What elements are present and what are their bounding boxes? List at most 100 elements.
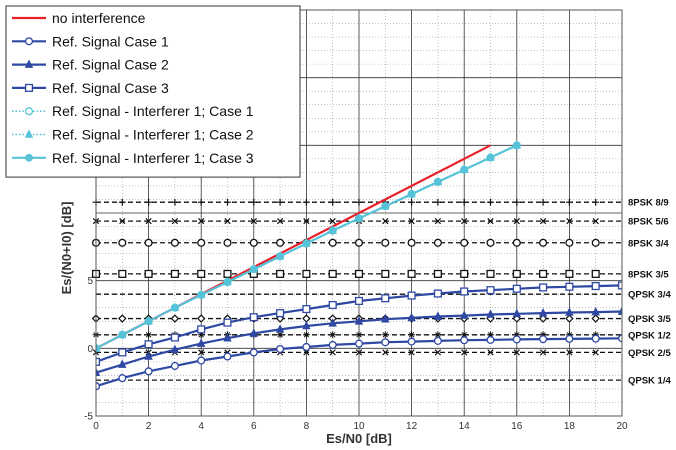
legend-item: Ref. Signal Case 3 — [12, 80, 169, 96]
threshold-marker — [197, 269, 206, 278]
y-tick-label: 0 — [87, 344, 93, 355]
threshold-marker — [303, 217, 310, 225]
data-point — [407, 291, 416, 300]
threshold-marker — [487, 217, 494, 225]
threshold-marker — [198, 217, 205, 225]
threshold-marker — [328, 238, 337, 247]
threshold-marker — [223, 238, 232, 247]
data-point — [118, 374, 127, 383]
threshold-marker — [329, 198, 337, 206]
threshold-marker — [145, 198, 152, 206]
threshold-marker — [460, 238, 469, 247]
threshold-marker — [565, 238, 574, 247]
x-axis-label: Es/N0 [dB] — [326, 431, 392, 446]
data-point — [565, 307, 574, 316]
threshold-marker — [381, 331, 389, 339]
legend-label: Ref. Signal Case 1 — [52, 33, 169, 49]
threshold-marker — [407, 238, 416, 247]
data-point — [354, 339, 364, 348]
data-point — [407, 312, 416, 322]
threshold-marker — [486, 269, 495, 278]
threshold-marker — [329, 217, 336, 225]
data-point — [302, 305, 311, 314]
data-point — [328, 300, 337, 310]
threshold-marker — [592, 349, 599, 356]
threshold-marker — [434, 198, 442, 206]
threshold-marker — [460, 269, 469, 278]
threshold-marker — [539, 217, 547, 225]
threshold-marker — [566, 198, 573, 206]
threshold-label: QPSK 3/4 — [628, 290, 671, 301]
threshold-marker — [329, 331, 337, 339]
threshold-marker — [145, 217, 152, 225]
data-point — [512, 141, 521, 150]
threshold-marker — [408, 198, 415, 206]
y-axis-label: Es/(N0+I0) [dB] — [59, 202, 74, 295]
data-point — [512, 335, 521, 344]
threshold-marker — [144, 269, 153, 278]
plot-frame — [95, 9, 623, 417]
threshold-marker — [119, 217, 126, 225]
data-point — [276, 252, 285, 261]
data-point — [118, 330, 127, 339]
threshold-marker — [328, 269, 337, 278]
threshold-marker — [196, 314, 206, 323]
threshold-marker — [224, 217, 231, 225]
data-point — [512, 284, 521, 293]
data-point — [144, 351, 153, 360]
data-point — [460, 165, 469, 174]
data-point — [302, 342, 311, 352]
threshold-marker — [591, 269, 600, 278]
threshold-marker — [224, 198, 231, 206]
data-point — [223, 352, 232, 361]
data-point — [381, 314, 390, 323]
threshold-marker — [513, 217, 520, 225]
threshold-marker — [591, 314, 600, 323]
threshold-marker — [592, 217, 599, 225]
data-point — [223, 333, 232, 342]
data-point — [539, 283, 548, 292]
threshold-marker — [276, 198, 284, 206]
data-point — [249, 265, 258, 274]
data-point — [328, 318, 337, 327]
series-layer — [96, 140, 622, 391]
threshold-marker — [354, 238, 364, 247]
data-point — [591, 334, 600, 343]
threshold-marker — [118, 314, 127, 323]
threshold-marker — [460, 198, 468, 206]
data-point — [275, 324, 285, 333]
legend-marker — [24, 37, 34, 46]
threshold-label: QPSK 2/5 — [628, 348, 671, 359]
data-point — [460, 287, 469, 296]
x-tick-label: 6 — [251, 421, 257, 432]
threshold-marker — [486, 238, 495, 247]
threshold-marker — [407, 269, 416, 278]
data-point — [486, 153, 495, 162]
data-point — [276, 309, 285, 318]
data-point — [381, 202, 390, 211]
x-tick-label: 16 — [511, 421, 523, 432]
legend-marker — [24, 59, 34, 68]
threshold-marker — [434, 331, 442, 339]
data-point — [433, 311, 443, 320]
threshold-label: 8PSK 8/9 — [628, 198, 669, 209]
threshold-marker — [170, 238, 179, 247]
x-tick-label: 20 — [616, 421, 628, 432]
legend-label: Ref. Signal Case 3 — [52, 80, 169, 96]
data-point — [538, 308, 548, 317]
legend-label: Ref. Signal Case 2 — [52, 57, 169, 73]
threshold-marker — [539, 238, 548, 247]
threshold-marker — [434, 349, 442, 356]
data-point — [434, 177, 442, 186]
data-point — [223, 318, 232, 327]
x-tick-label: 8 — [304, 421, 310, 432]
threshold-marker — [487, 331, 494, 339]
data-point — [486, 335, 495, 344]
threshold-marker — [171, 198, 179, 206]
x-tick-label: 0 — [93, 421, 99, 432]
data-point — [197, 290, 206, 299]
data-point — [197, 325, 206, 334]
series-2 — [96, 334, 622, 391]
threshold-marker — [487, 349, 494, 356]
